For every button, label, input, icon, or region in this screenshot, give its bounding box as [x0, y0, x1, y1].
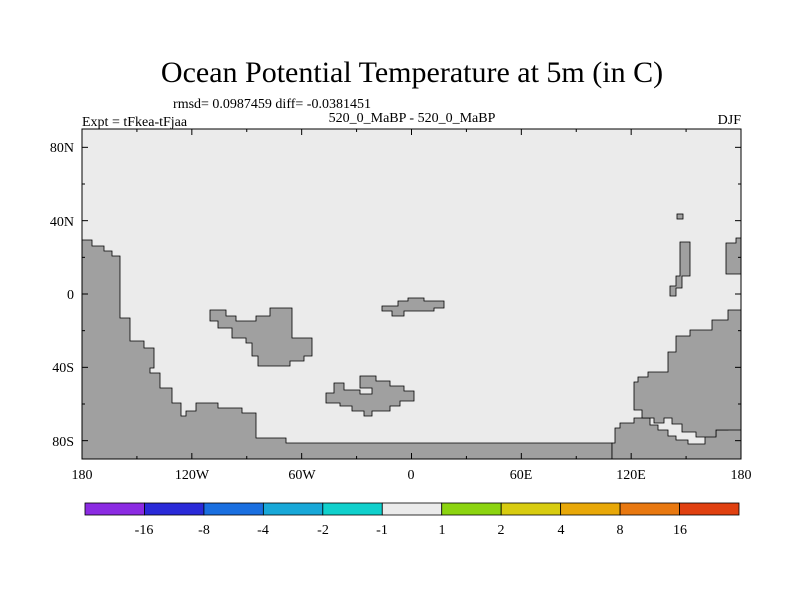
ocean-field: [82, 129, 741, 459]
y-tick-label: 0: [67, 288, 74, 303]
y-tick-label: 80S: [52, 435, 74, 450]
colorbar-label: 2: [498, 523, 505, 538]
colorbar-box: [679, 502, 740, 516]
colorbar: -16 -8 -4 -2 -1 1 2 4 8 16: [84, 502, 740, 538]
colorbar-box: [619, 502, 680, 516]
x-tick-label: 60E: [510, 468, 533, 483]
colorbar-box: [500, 502, 562, 516]
land-mask-southern-block: [325, 375, 415, 417]
y-tick-label: 40S: [52, 361, 74, 376]
land-mask-island: [676, 213, 684, 220]
colorbar-box: [560, 502, 621, 516]
experiment-label: Expt = tFkea-tFjaa: [82, 115, 188, 130]
colorbar-label: 8: [617, 523, 624, 538]
colorbar-box: [203, 502, 264, 516]
colorbar-label: -4: [257, 523, 269, 538]
colorbar-label: -16: [135, 523, 154, 538]
colorbar-boxes: [84, 502, 740, 516]
colorbar-label: -2: [317, 523, 329, 538]
x-tick-label: 180: [72, 468, 93, 483]
land-mask-east-southern: [633, 309, 742, 438]
comparison-label: 520_0_MaBP - 520_0_MaBP: [329, 111, 496, 126]
colorbar-box: [441, 502, 502, 516]
season-label: DJF: [718, 113, 742, 128]
x-tick-label: 120W: [175, 468, 210, 483]
map-title: Ocean Potential Temperature at 5m (in C): [161, 56, 663, 89]
colorbar-box: [262, 502, 324, 516]
colorbar-labels: -16 -8 -4 -2 -1 1 2 4 8 16: [135, 523, 687, 538]
land-mask-east-mid: [725, 237, 742, 275]
x-tick-label: 60W: [288, 468, 316, 483]
colorbar-label: 4: [558, 523, 565, 538]
colorbar-box: [84, 502, 145, 516]
y-tick-label: 40N: [50, 215, 74, 230]
x-axis-labels: 180 120W 60W 0 60E 120E 180: [72, 468, 752, 483]
y-tick-label: 80N: [50, 141, 74, 156]
x-tick-label: 0: [408, 468, 415, 483]
land-mask-indian-block: [381, 297, 445, 317]
y-axis-labels: 80N 40N 0 40S 80S: [50, 141, 74, 450]
x-tick-label: 120E: [616, 468, 646, 483]
colorbar-label: 16: [673, 523, 687, 538]
stats-label: rmsd= 0.0987459 diff= -0.0381451: [173, 97, 371, 112]
colorbar-box: [381, 502, 443, 516]
colorbar-box: [144, 502, 205, 516]
land-mask-west-antarctic: [81, 239, 613, 460]
map-panel: 180 120W 60W 0 60E 120E 180 80N 40N 0 40…: [50, 128, 752, 483]
land-mask-western-pacific: [669, 241, 691, 297]
colorbar-box: [322, 502, 383, 516]
colorbar-label: -1: [376, 523, 388, 538]
land-mask-atlantic-block: [209, 307, 313, 367]
x-tick-label: 180: [731, 468, 752, 483]
axis-ticks: [81, 129, 742, 459]
colorbar-label: -8: [198, 523, 210, 538]
colorbar-label: 1: [439, 523, 446, 538]
